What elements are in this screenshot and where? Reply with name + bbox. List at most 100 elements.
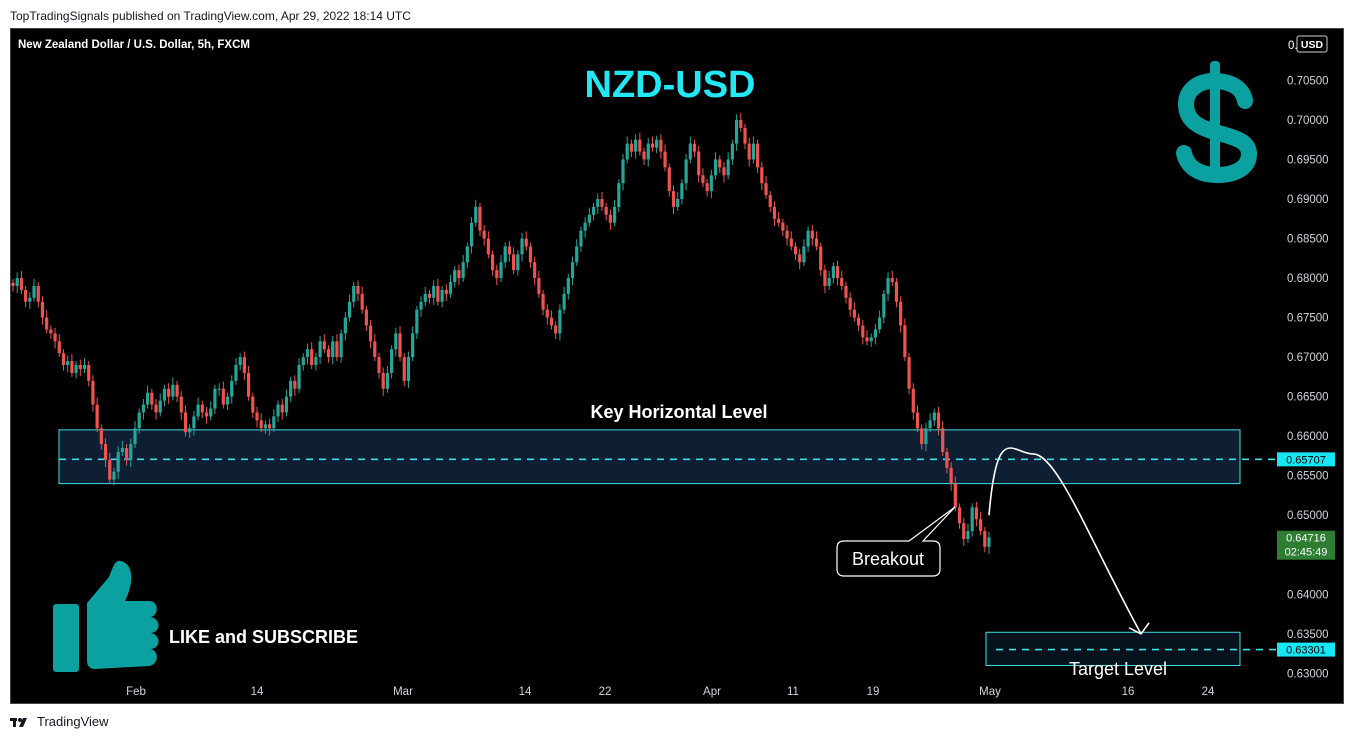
breakout-callout: Breakout bbox=[836, 506, 956, 577]
candle bbox=[587, 207, 591, 227]
candle bbox=[124, 444, 129, 466]
candle bbox=[957, 503, 962, 529]
candle bbox=[941, 421, 945, 456]
candle bbox=[116, 446, 120, 479]
candle bbox=[478, 202, 482, 237]
price-tick-label: 0.63500 bbox=[1287, 629, 1329, 641]
candle bbox=[831, 262, 835, 284]
candle bbox=[70, 353, 74, 377]
candle bbox=[225, 392, 230, 411]
candle bbox=[234, 357, 238, 385]
candle bbox=[167, 383, 171, 404]
currency-label: USD bbox=[1301, 39, 1324, 51]
candle bbox=[928, 413, 932, 433]
candle bbox=[819, 242, 823, 276]
time-tick-label: Feb bbox=[126, 686, 146, 698]
target-level-price-tag: 0.63301 bbox=[1277, 642, 1335, 657]
candle bbox=[427, 289, 432, 304]
candle bbox=[701, 168, 705, 188]
candle bbox=[95, 397, 99, 433]
candle bbox=[764, 176, 768, 199]
candle bbox=[722, 161, 726, 183]
time-tick-label: 19 bbox=[867, 686, 880, 698]
candle bbox=[789, 231, 793, 251]
dollar-sign-icon bbox=[1176, 61, 1258, 184]
chart-panel[interactable]: New Zealand Dollar / U.S. Dollar, 5h, FX… bbox=[10, 28, 1344, 704]
candle bbox=[987, 531, 991, 554]
candle bbox=[57, 334, 61, 358]
candle bbox=[823, 264, 827, 294]
candle bbox=[772, 201, 777, 226]
time-tick-label: 16 bbox=[1122, 686, 1135, 698]
candle bbox=[36, 282, 40, 308]
candle bbox=[188, 424, 192, 438]
price-chart[interactable]: New Zealand Dollar / U.S. Dollar, 5h, FX… bbox=[11, 29, 1344, 704]
candle bbox=[482, 225, 486, 246]
candle bbox=[684, 153, 688, 191]
candle bbox=[793, 242, 798, 260]
candle bbox=[663, 144, 667, 172]
time-axis: Feb 14 Mar 14 22 Apr 11 19 May 16 24 bbox=[126, 686, 1215, 698]
candle bbox=[966, 523, 970, 543]
candle bbox=[192, 410, 196, 436]
candle bbox=[448, 274, 453, 298]
candle bbox=[873, 323, 878, 345]
time-tick-label: 22 bbox=[599, 686, 612, 698]
candle bbox=[364, 305, 368, 332]
price-tick-label: 0.66500 bbox=[1287, 392, 1329, 404]
price-tick-label: 0.70000 bbox=[1287, 115, 1329, 127]
candle bbox=[625, 136, 629, 164]
candle bbox=[646, 138, 650, 167]
candle bbox=[692, 139, 697, 158]
candle bbox=[356, 280, 360, 301]
time-tick-label: Mar bbox=[393, 686, 413, 698]
candle bbox=[217, 383, 221, 396]
price-tick-label: 0.70500 bbox=[1287, 75, 1329, 87]
candle bbox=[280, 399, 284, 420]
candle bbox=[112, 467, 116, 486]
candle bbox=[882, 289, 886, 324]
tradingview-footer: TradingView bbox=[10, 714, 109, 729]
candle bbox=[78, 359, 82, 377]
candle bbox=[289, 376, 293, 403]
candle bbox=[814, 231, 819, 251]
candle bbox=[890, 270, 894, 286]
price-axis-top-label: 0. bbox=[1288, 40, 1298, 52]
candle bbox=[137, 408, 141, 434]
candle bbox=[108, 452, 112, 484]
price-tick-label: 0.65500 bbox=[1287, 471, 1329, 483]
key-level-zone bbox=[58, 429, 1241, 485]
currency-badge[interactable] bbox=[1296, 35, 1328, 53]
candle bbox=[474, 199, 478, 227]
candle bbox=[835, 260, 840, 286]
candle bbox=[162, 384, 167, 407]
candle bbox=[461, 255, 465, 283]
candle bbox=[865, 330, 869, 346]
time-tick-label: 14 bbox=[251, 686, 264, 698]
candle bbox=[268, 418, 272, 436]
candle bbox=[415, 305, 419, 339]
candle bbox=[869, 333, 873, 347]
candle bbox=[861, 319, 865, 345]
candle bbox=[528, 242, 533, 268]
candle bbox=[15, 272, 19, 294]
candle bbox=[949, 462, 953, 491]
time-tick-label: May bbox=[979, 686, 1001, 698]
candle bbox=[680, 179, 684, 205]
like-subscribe-cta: LIKE and SUBSCRIBE bbox=[169, 627, 358, 647]
candle bbox=[848, 292, 852, 317]
candle bbox=[347, 294, 352, 322]
projected-path bbox=[988, 447, 1142, 635]
time-tick-label: 14 bbox=[519, 686, 532, 698]
candle bbox=[659, 134, 663, 159]
candle bbox=[734, 114, 739, 151]
time-tick-label: 11 bbox=[787, 686, 799, 698]
candle bbox=[634, 134, 638, 159]
candle bbox=[251, 392, 255, 418]
candle bbox=[343, 312, 347, 341]
candle bbox=[66, 355, 70, 373]
thumbs-up-icon bbox=[53, 560, 159, 672]
candles-group bbox=[11, 112, 991, 554]
candle bbox=[259, 413, 263, 433]
candle bbox=[99, 424, 103, 450]
